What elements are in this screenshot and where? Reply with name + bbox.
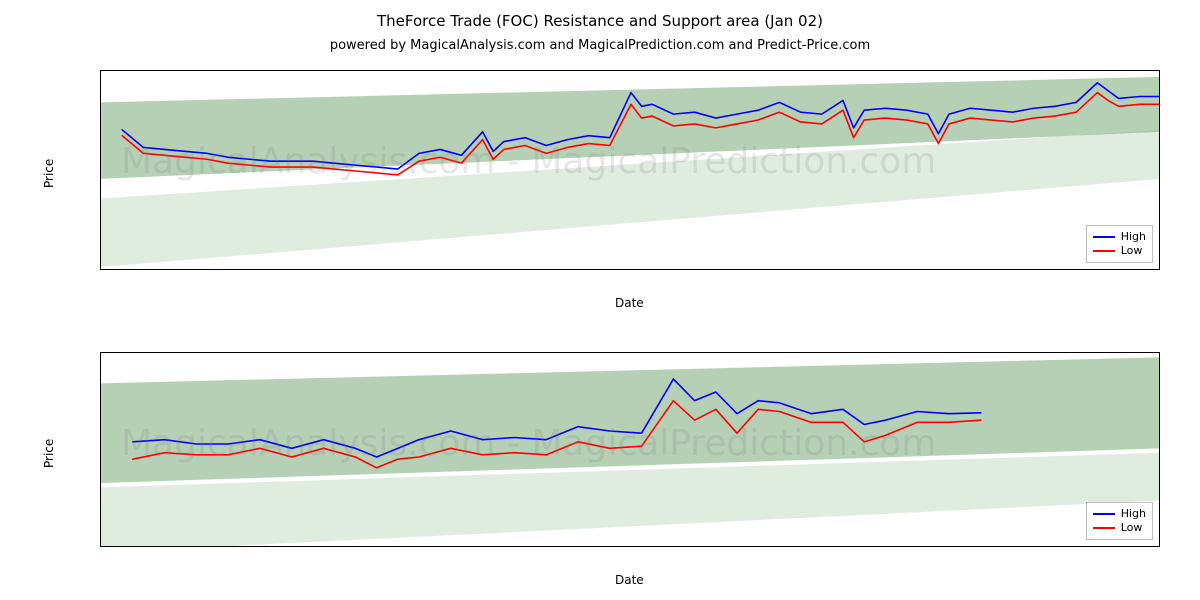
chart-subtitle: powered by MagicalAnalysis.com and Magic… [0,38,1200,53]
figure: TheForce Trade (FOC) Resistance and Supp… [0,0,1200,600]
legend-label: Low [1121,521,1143,535]
x-axis-label: Date [615,573,644,587]
legend-swatch [1093,513,1115,515]
chart-title: TheForce Trade (FOC) Resistance and Supp… [0,12,1200,30]
y-axis-label: Price [42,159,56,188]
legend-swatch [1093,250,1115,252]
top-chart-panel: MagicalAnalysis.com - MagicalPrediction.… [100,70,1160,270]
legend-item: High [1093,507,1146,521]
chart-legend: HighLow [1086,225,1153,263]
bottom-chart-panel: MagicalAnalysis.com - MagicalPrediction.… [100,352,1160,547]
bottom-chart-svg [101,353,1159,546]
legend-label: Low [1121,244,1143,258]
legend-swatch [1093,527,1115,529]
legend-item: Low [1093,521,1146,535]
chart-legend: HighLow [1086,502,1153,540]
legend-item: Low [1093,244,1146,258]
legend-item: High [1093,230,1146,244]
top-chart-svg [101,71,1159,269]
legend-label: High [1121,507,1146,521]
y-axis-label: Price [42,438,56,467]
legend-label: High [1121,230,1146,244]
x-axis-label: Date [615,296,644,310]
legend-swatch [1093,236,1115,238]
